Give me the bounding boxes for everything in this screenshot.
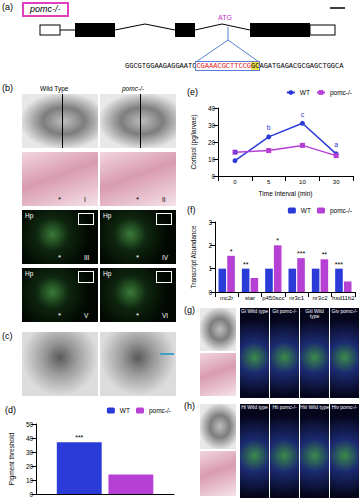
html-text:(c): (c) — [2, 331, 13, 341]
svg-text:mc2r: mc2r — [220, 295, 233, 301]
html-text:(g): (g) — [184, 305, 195, 315]
html-text:Gii pomc-/-: Gii pomc-/- — [272, 308, 297, 314]
html-text:Gi Wild type: Gi Wild type — [241, 308, 268, 314]
svg-text:2: 2 — [208, 242, 212, 249]
svg-text:10: 10 — [26, 477, 34, 484]
html-text:Hp: Hp — [25, 270, 34, 277]
svg-text:b: b — [267, 124, 271, 131]
svg-text:c: c — [301, 111, 305, 118]
svg-text:(d): (d) — [5, 405, 16, 415]
svg-text:Time Interval (min): Time Interval (min) — [259, 190, 313, 198]
svg-text:ATG: ATG — [218, 14, 232, 21]
html-text:(a): (a) — [2, 2, 13, 12]
svg-text:Pigment threshold: Pigment threshold — [8, 432, 16, 485]
svg-text:WT: WT — [301, 207, 311, 214]
html-text:Giii Wild type: Giii Wild type — [305, 308, 324, 320]
svg-text:pomc-/-: pomc-/- — [330, 89, 352, 97]
svg-text:0: 0 — [30, 491, 34, 498]
svg-text:**: ** — [322, 251, 328, 258]
svg-text:***: *** — [75, 434, 83, 441]
html-text:Hii pomc-/-: Hii pomc-/- — [272, 404, 297, 410]
html-text:Hp: Hp — [25, 212, 34, 219]
svg-text:3: 3 — [208, 219, 212, 226]
html-text:Giv pomc-/-: Giv pomc-/- — [331, 308, 358, 314]
svg-text:30: 30 — [26, 449, 34, 456]
html-text:Hp: Hp — [103, 212, 112, 219]
html-text:Hi Wild type: Hi Wild type — [241, 404, 268, 410]
html-text:VI: VI — [162, 312, 169, 319]
html-text:pomc-/-: pomc-/- — [122, 85, 144, 92]
html-text:(b): (b) — [2, 83, 13, 93]
svg-text:a: a — [334, 141, 338, 148]
svg-text:WT: WT — [300, 89, 310, 96]
svg-text:40: 40 — [208, 105, 216, 112]
svg-text:hsd11b2: hsd11b2 — [332, 295, 355, 301]
html-text:III: III — [84, 254, 90, 261]
svg-text:1: 1 — [208, 265, 212, 272]
html-text:GGCGTGGAAGAGGAATC CGAAACGCTTCC: GGCGTGGAAGAGGAATC CGAAACGCTTCCG GC AGATG… — [125, 62, 344, 70]
svg-text:**: ** — [243, 261, 249, 268]
svg-text:star: star — [245, 295, 255, 301]
svg-text:30: 30 — [208, 122, 216, 129]
svg-text:nr3c2: nr3c2 — [312, 295, 328, 301]
svg-text:20: 20 — [26, 463, 34, 470]
svg-text:nr3c1: nr3c1 — [289, 295, 305, 301]
svg-text:Transcript Abundance: Transcript Abundance — [190, 225, 198, 288]
svg-text:(e): (e) — [187, 87, 198, 97]
svg-text:5: 5 — [267, 179, 271, 185]
svg-text:WT: WT — [120, 407, 130, 414]
svg-text:pomc-/-: pomc-/- — [149, 407, 171, 415]
html-text:II: II — [162, 196, 166, 203]
svg-text:10: 10 — [208, 156, 216, 163]
svg-text:20: 20 — [208, 139, 216, 146]
svg-text:50: 50 — [26, 421, 34, 428]
svg-text:pomc-/-: pomc-/- — [330, 207, 352, 215]
html-text:(h): (h) — [184, 401, 195, 411]
svg-text:p450scc: p450scc — [262, 295, 284, 301]
html-text:I: I — [84, 196, 86, 203]
svg-text:***: *** — [335, 261, 343, 268]
svg-text:*: * — [230, 248, 233, 255]
svg-text:Cortisol (pg/larvae): Cortisol (pg/larvae) — [190, 115, 198, 170]
html-text:pomc-/-: pomc-/- — [30, 4, 61, 14]
html-text:IV: IV — [162, 254, 169, 261]
svg-text:***: *** — [297, 250, 305, 257]
svg-text:0: 0 — [212, 173, 216, 180]
svg-text:0: 0 — [208, 289, 212, 296]
svg-text:(f): (f) — [187, 205, 196, 215]
svg-text:0: 0 — [233, 179, 237, 185]
html-text:V: V — [84, 312, 89, 319]
html-text:Hp: Hp — [103, 270, 112, 277]
svg-text:30: 30 — [333, 179, 340, 185]
html-text:Hiii Wild type Hiv pomc-/-: Hiii Wild type Hiv pomc-/- — [300, 404, 358, 410]
svg-text:a: a — [233, 148, 237, 155]
svg-text:10: 10 — [299, 179, 306, 185]
svg-text:*: * — [276, 237, 279, 244]
html-text:Wild Type: Wild Type — [40, 85, 69, 92]
svg-text:40: 40 — [26, 435, 34, 442]
